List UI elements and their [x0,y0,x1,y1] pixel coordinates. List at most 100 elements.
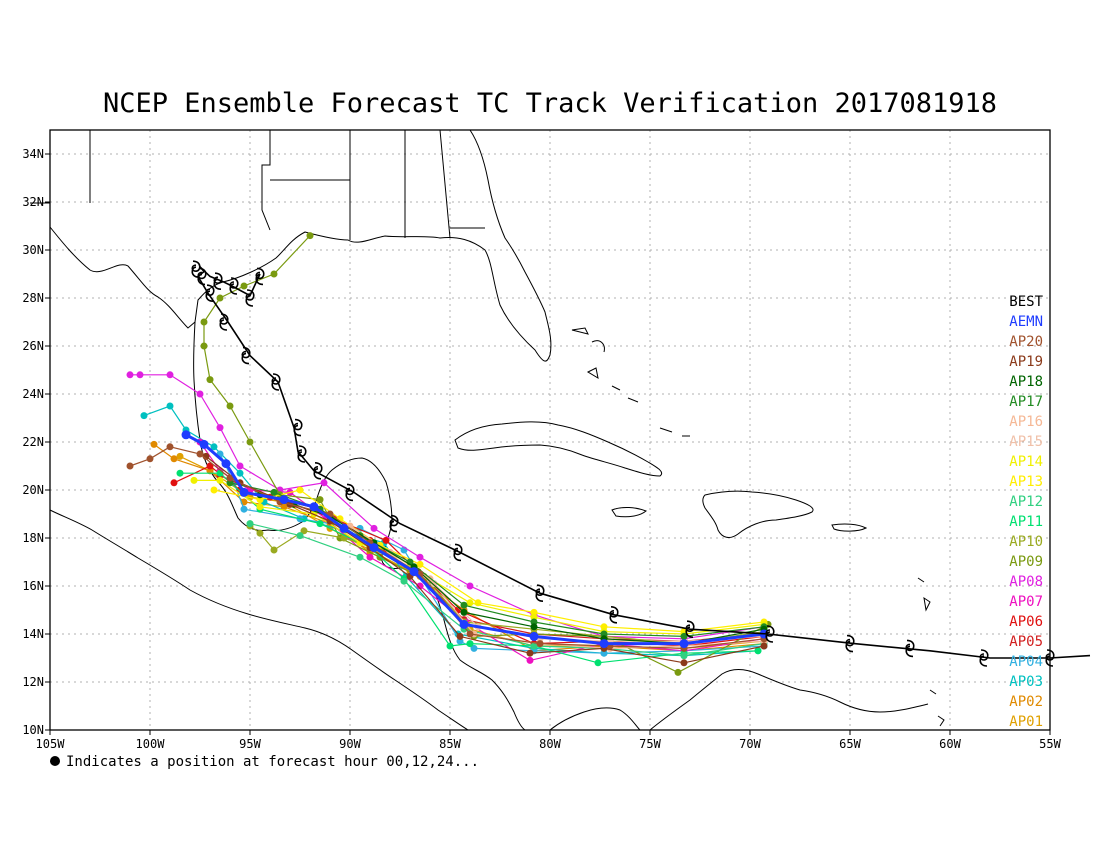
track-point-ap18 [530,623,538,631]
track-point-ap14 [466,599,474,607]
track-point-aemn [239,487,249,497]
legend-entry-ap01: AP01 [1009,714,1043,730]
track-ap09 [200,232,772,676]
track-point-ap10 [270,546,278,554]
hurricane-symbol-icon [293,418,303,437]
y-tick-label: 20N [22,483,44,497]
track-ap12 [246,520,768,660]
hurricane-symbol-icon [205,284,215,302]
track-point-ap12 [680,652,688,660]
track-point-ap10 [300,527,308,535]
hurricane-symbol-icon [313,462,323,480]
track-point-ap02 [280,503,288,511]
us-gulf-coastline [49,129,552,362]
track-point-ap09 [226,402,234,410]
track-point-ap11 [446,642,454,650]
track-point-ap03 [236,469,244,477]
axis-ticks: 105W 100W 95W 90W 85W 80W 75W 70W 65W 60W 55W 10N 12… [22,147,1061,751]
track-ap17 [226,479,768,640]
track-point-ap09 [216,294,224,302]
hurricane-symbol-icon [609,606,619,624]
track-point-ap13 [210,486,218,494]
hurricane-symbol-icon [453,543,463,562]
track-point-ap07 [416,582,424,590]
track-point-ap08 [370,524,378,532]
track-point-ap19 [526,649,534,657]
track-point-aemn [529,631,539,641]
track-point-ap12 [356,553,364,561]
hurricane-symbol-icon [535,584,545,602]
lesser-antilles [917,577,945,727]
track-point-aemn [339,523,349,533]
track-point-ap06 [206,462,214,470]
track-point-ap20 [466,630,474,638]
legend-entry-ap11: AP11 [1009,514,1043,530]
legend-entry-ap03: AP03 [1009,674,1043,690]
track-point-ap12 [246,520,254,528]
hurricane-symbol-icon [979,649,989,667]
hurricane-symbol-icon [297,445,307,463]
y-tick-label: 18N [22,531,44,545]
track-point-ap09 [270,270,278,278]
legend: BEST AEMN AP20 AP19 AP18 AP17 AP16 AP15 AP14 AP13… [1009,294,1043,730]
legend-entry-aemn: AEMN [1009,314,1043,330]
track-point-ap08 [466,582,474,590]
track-point-ap07 [366,553,374,561]
track-point-ap13 [600,623,608,631]
track-point-ap14 [190,476,198,484]
track-point-ap17 [460,601,468,609]
y-tick-label: 10N [22,723,44,737]
track-ap13 [210,486,768,636]
legend-entry-ap13: AP13 [1009,474,1043,490]
hurricane-symbol-icon [685,620,695,638]
track-point-ap13 [416,560,424,568]
x-tick-label: 85W [439,737,461,751]
hurricane-symbol-icon [197,267,207,286]
track-point-ap09 [246,438,254,446]
bahamas-islands [571,327,690,437]
track-point-ap04 [456,637,464,645]
track-point-aemn [309,502,319,512]
footnote: Indicates a position at forecast hour 00… [66,754,479,770]
legend-entry-ap14: AP14 [1009,454,1043,470]
track-point-ap14 [216,476,224,484]
track-point-ap09 [240,282,248,290]
y-tick-label: 24N [22,387,44,401]
chart-title: NCEP Ensemble Forecast TC Track Verifica… [103,88,997,119]
x-tick-label: 60W [939,737,961,751]
track-point-ap17 [270,488,278,496]
track-ap08 [126,371,768,643]
track-point-ap08 [136,371,144,379]
legend-entry-ap15: AP15 [1009,434,1043,450]
pacific-coastline [49,509,469,731]
hurricane-symbol-icon [213,272,223,290]
y-tick-label: 14N [22,627,44,641]
hurricane-symbol-icon [245,289,255,307]
legend-entry-ap17: AP17 [1009,394,1043,410]
track-point-ap20 [226,474,234,482]
track-point-aemn [199,439,209,449]
track-line-ap04 [219,453,765,654]
track-point-ap19 [680,659,688,667]
y-tick-label: 26N [22,339,44,353]
track-ap01 [176,452,768,652]
hurricane-symbol-icon [191,260,201,278]
track-point-aemn [279,495,289,505]
x-tick-label: 65W [839,737,861,751]
track-point-ap09 [674,668,682,676]
y-tick-label: 34N [22,147,44,161]
y-tick-label: 12N [22,675,44,689]
track-aemn [181,430,769,649]
hurricane-symbol-icon [229,277,239,295]
track-line-ap17 [229,482,765,638]
track-point-aemn [181,430,191,440]
track-point-ap08 [236,462,244,470]
hurricane-symbol-icon [271,373,281,391]
track-point-aemn [599,639,609,649]
track-point-ap17 [530,618,538,626]
hurricane-symbol-icon [255,267,265,286]
track-point-ap11 [316,520,324,528]
legend-entry-ap04: AP04 [1009,654,1043,670]
